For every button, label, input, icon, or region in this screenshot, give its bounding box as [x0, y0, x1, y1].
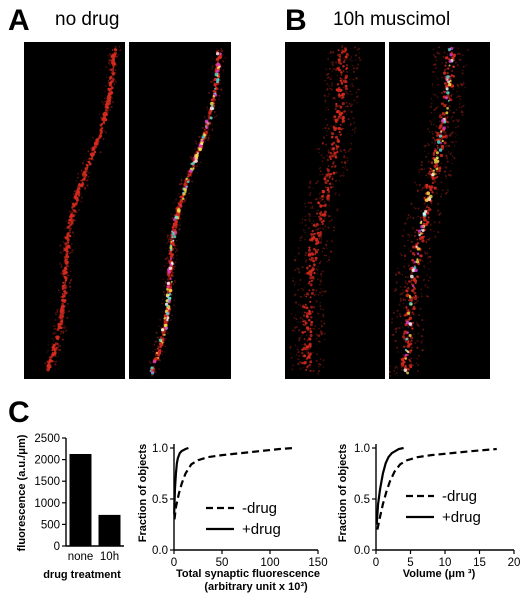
- y-axis-label: Fraction of objects: [137, 444, 149, 542]
- cumulative-fluorescence-chart: Fraction of objects Total synaptic fluor…: [137, 443, 328, 593]
- x-tick-label: 10: [439, 557, 452, 569]
- dendrite-image: [44, 45, 122, 372]
- bar-10h: [98, 514, 121, 546]
- panel-b-title: 10h muscimol: [333, 9, 451, 30]
- micrograph-no-drug-merge: [129, 42, 231, 379]
- x-axis-label: Total synaptic fluorescence: [176, 568, 320, 580]
- series-line--drug: [173, 446, 295, 520]
- dendrite-image: [148, 47, 226, 377]
- bar-none: [69, 453, 92, 546]
- y-tick-label: 0.5: [354, 494, 370, 506]
- y-tick-label: 1000: [34, 498, 60, 510]
- series-line--drug: [376, 447, 497, 530]
- y-tick-label: 2500: [34, 433, 60, 445]
- panel-c-label: C: [8, 396, 30, 429]
- x-tick-label: 0: [171, 557, 177, 569]
- bar-chart: fluorescence (a.u./μm) drug treatment 0 5…: [16, 433, 124, 581]
- legend-label: -drug: [442, 488, 477, 505]
- y-axis-label: fluorescence (a.u./μm): [16, 434, 28, 551]
- y-tick-label: 1.0: [354, 443, 370, 455]
- x-tick-label: 150: [308, 557, 327, 569]
- y-axis-label: Fraction of objects: [337, 444, 349, 542]
- x-tick-label: 5: [407, 557, 413, 569]
- y-tick-label: 0.5: [152, 494, 168, 506]
- y-tick-label: 2000: [34, 455, 60, 467]
- x-tick-label: 100: [260, 557, 279, 569]
- y-tick-label: 1.0: [152, 443, 168, 455]
- series-line-+drug: [173, 446, 189, 515]
- y-tick-label: 0.0: [354, 545, 370, 557]
- panel-a-title: no drug: [55, 9, 120, 30]
- cumulative-volume-chart: Fraction of objects Volume (μm ³) 0.0 0.5…: [337, 443, 521, 580]
- micrograph-muscimol-red: [285, 42, 385, 379]
- panel-a-label: A: [8, 4, 30, 37]
- x-tick-label: 50: [216, 557, 229, 569]
- dendrite-image: [289, 45, 362, 375]
- x-tick-label: none: [68, 551, 94, 563]
- series-line-+drug: [375, 446, 404, 525]
- x-axis-label-units: (arbitrary unit x 10³): [204, 581, 308, 593]
- x-tick-label: 0: [373, 557, 379, 569]
- legend-label: +drug: [242, 521, 281, 538]
- x-tick-label: 20: [508, 557, 521, 569]
- x-axis-label: Volume (μm ³): [403, 568, 476, 580]
- dendrite-image: [389, 46, 469, 377]
- y-tick-label: 0: [54, 541, 60, 553]
- y-tick-label: 0.0: [152, 545, 168, 557]
- micrograph-no-drug-red: [24, 42, 125, 379]
- micrograph-muscimol-merge: [389, 42, 490, 379]
- x-axis-label: drug treatment: [43, 569, 121, 581]
- x-tick-label: 10h: [100, 551, 119, 563]
- y-tick-label: 500: [41, 519, 60, 531]
- legend-label: -drug: [242, 500, 277, 517]
- legend-label: +drug: [442, 509, 481, 526]
- x-tick-label: 15: [473, 557, 486, 569]
- y-tick-label: 1500: [34, 476, 60, 488]
- panel-b-label: B: [285, 4, 307, 37]
